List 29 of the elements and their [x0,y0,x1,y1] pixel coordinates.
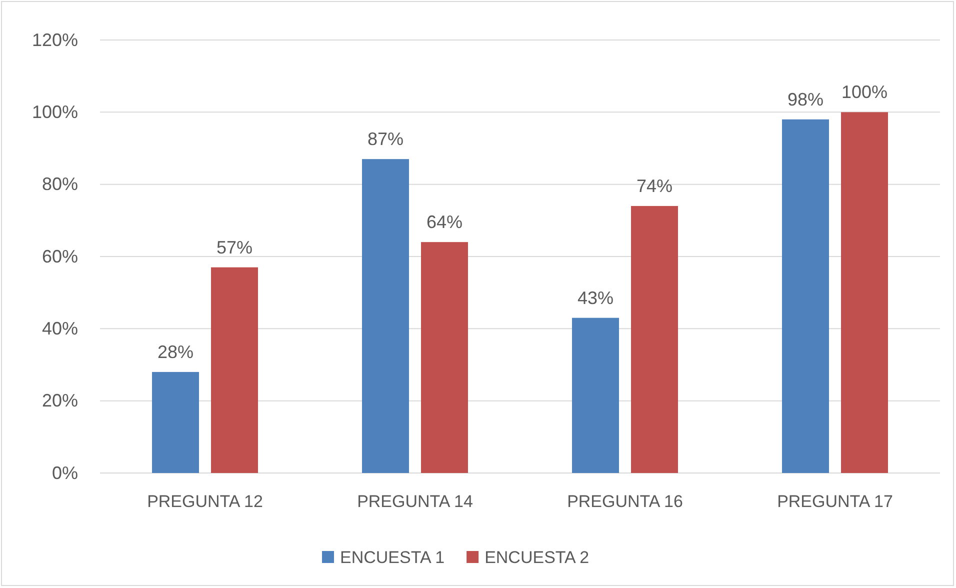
legend-label: ENCUESTA 2 [484,548,590,567]
data-label: 43% [577,288,614,308]
x-tick-label: PREGUNTA 16 [567,492,683,512]
y-tick-label: 20% [42,390,78,411]
legend-label: ENCUESTA 1 [340,548,445,567]
data-label: 87% [367,129,404,150]
bar [841,112,888,473]
x-tick-label: PREGUNTA 14 [357,492,473,512]
bar [782,119,829,473]
data-label: 64% [426,212,463,232]
data-label: 100% [841,82,888,102]
data-label: 74% [636,176,673,196]
x-tick-label: PREGUNTA 12 [147,492,263,512]
x-tick-label: PREGUNTA 17 [777,492,893,512]
data-label: 28% [157,342,194,362]
bar [421,242,468,473]
y-tick-label: 120% [32,30,78,50]
y-tick-label: 100% [32,102,78,122]
y-tick-label: 40% [42,318,78,338]
bar [211,267,258,473]
data-label: 57% [216,237,253,258]
bar [362,159,409,473]
bar [152,372,199,473]
bar [631,206,678,473]
y-tick-label: 80% [42,174,78,194]
y-tick-label: 0% [52,462,78,483]
y-tick-label: 60% [42,246,78,266]
bar [572,318,619,473]
data-label: 98% [787,89,824,110]
